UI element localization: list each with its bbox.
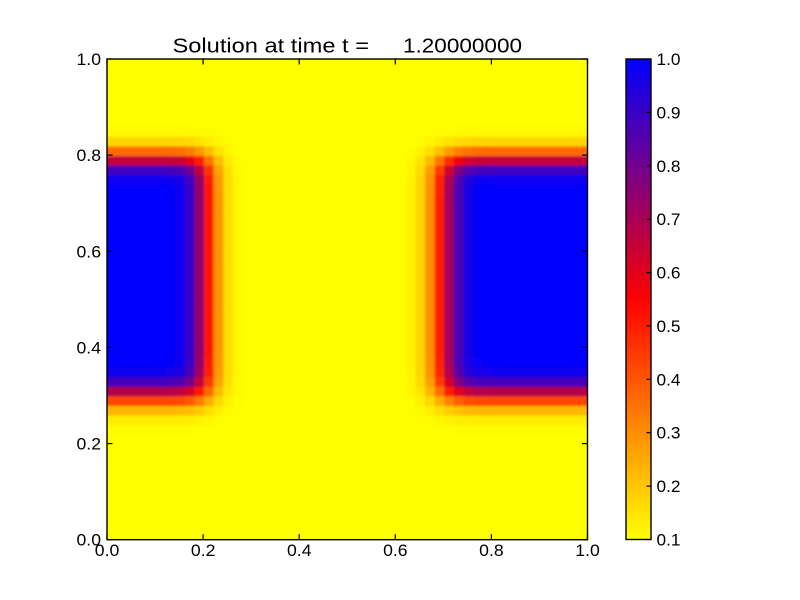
svg-text:0.8: 0.8 (479, 541, 504, 560)
svg-text:0.4: 0.4 (77, 338, 102, 357)
svg-text:0.4: 0.4 (287, 541, 312, 560)
svg-text:0.2: 0.2 (77, 435, 102, 454)
svg-text:0.0: 0.0 (77, 531, 102, 550)
svg-text:Solution at time t =: Solution at time t = (173, 36, 370, 58)
svg-text:1.0: 1.0 (77, 50, 102, 69)
svg-text:0.1: 0.1 (657, 531, 681, 550)
svg-text:0.4: 0.4 (657, 370, 681, 389)
svg-text:0.3: 0.3 (657, 424, 681, 443)
svg-text:1.20000000: 1.20000000 (403, 36, 522, 58)
svg-text:0.6: 0.6 (657, 264, 681, 283)
svg-text:1.0: 1.0 (575, 541, 600, 560)
svg-text:0.8: 0.8 (77, 146, 102, 165)
svg-text:0.0: 0.0 (95, 541, 120, 560)
svg-text:0.9: 0.9 (657, 103, 681, 122)
svg-text:0.8: 0.8 (657, 157, 681, 176)
svg-text:0.7: 0.7 (657, 210, 681, 229)
svg-text:0.2: 0.2 (191, 541, 216, 560)
svg-text:0.2: 0.2 (657, 477, 681, 496)
svg-text:1.0: 1.0 (657, 50, 681, 69)
svg-text:0.6: 0.6 (77, 242, 102, 261)
svg-text:0.6: 0.6 (383, 541, 408, 560)
svg-text:0.5: 0.5 (657, 317, 681, 336)
